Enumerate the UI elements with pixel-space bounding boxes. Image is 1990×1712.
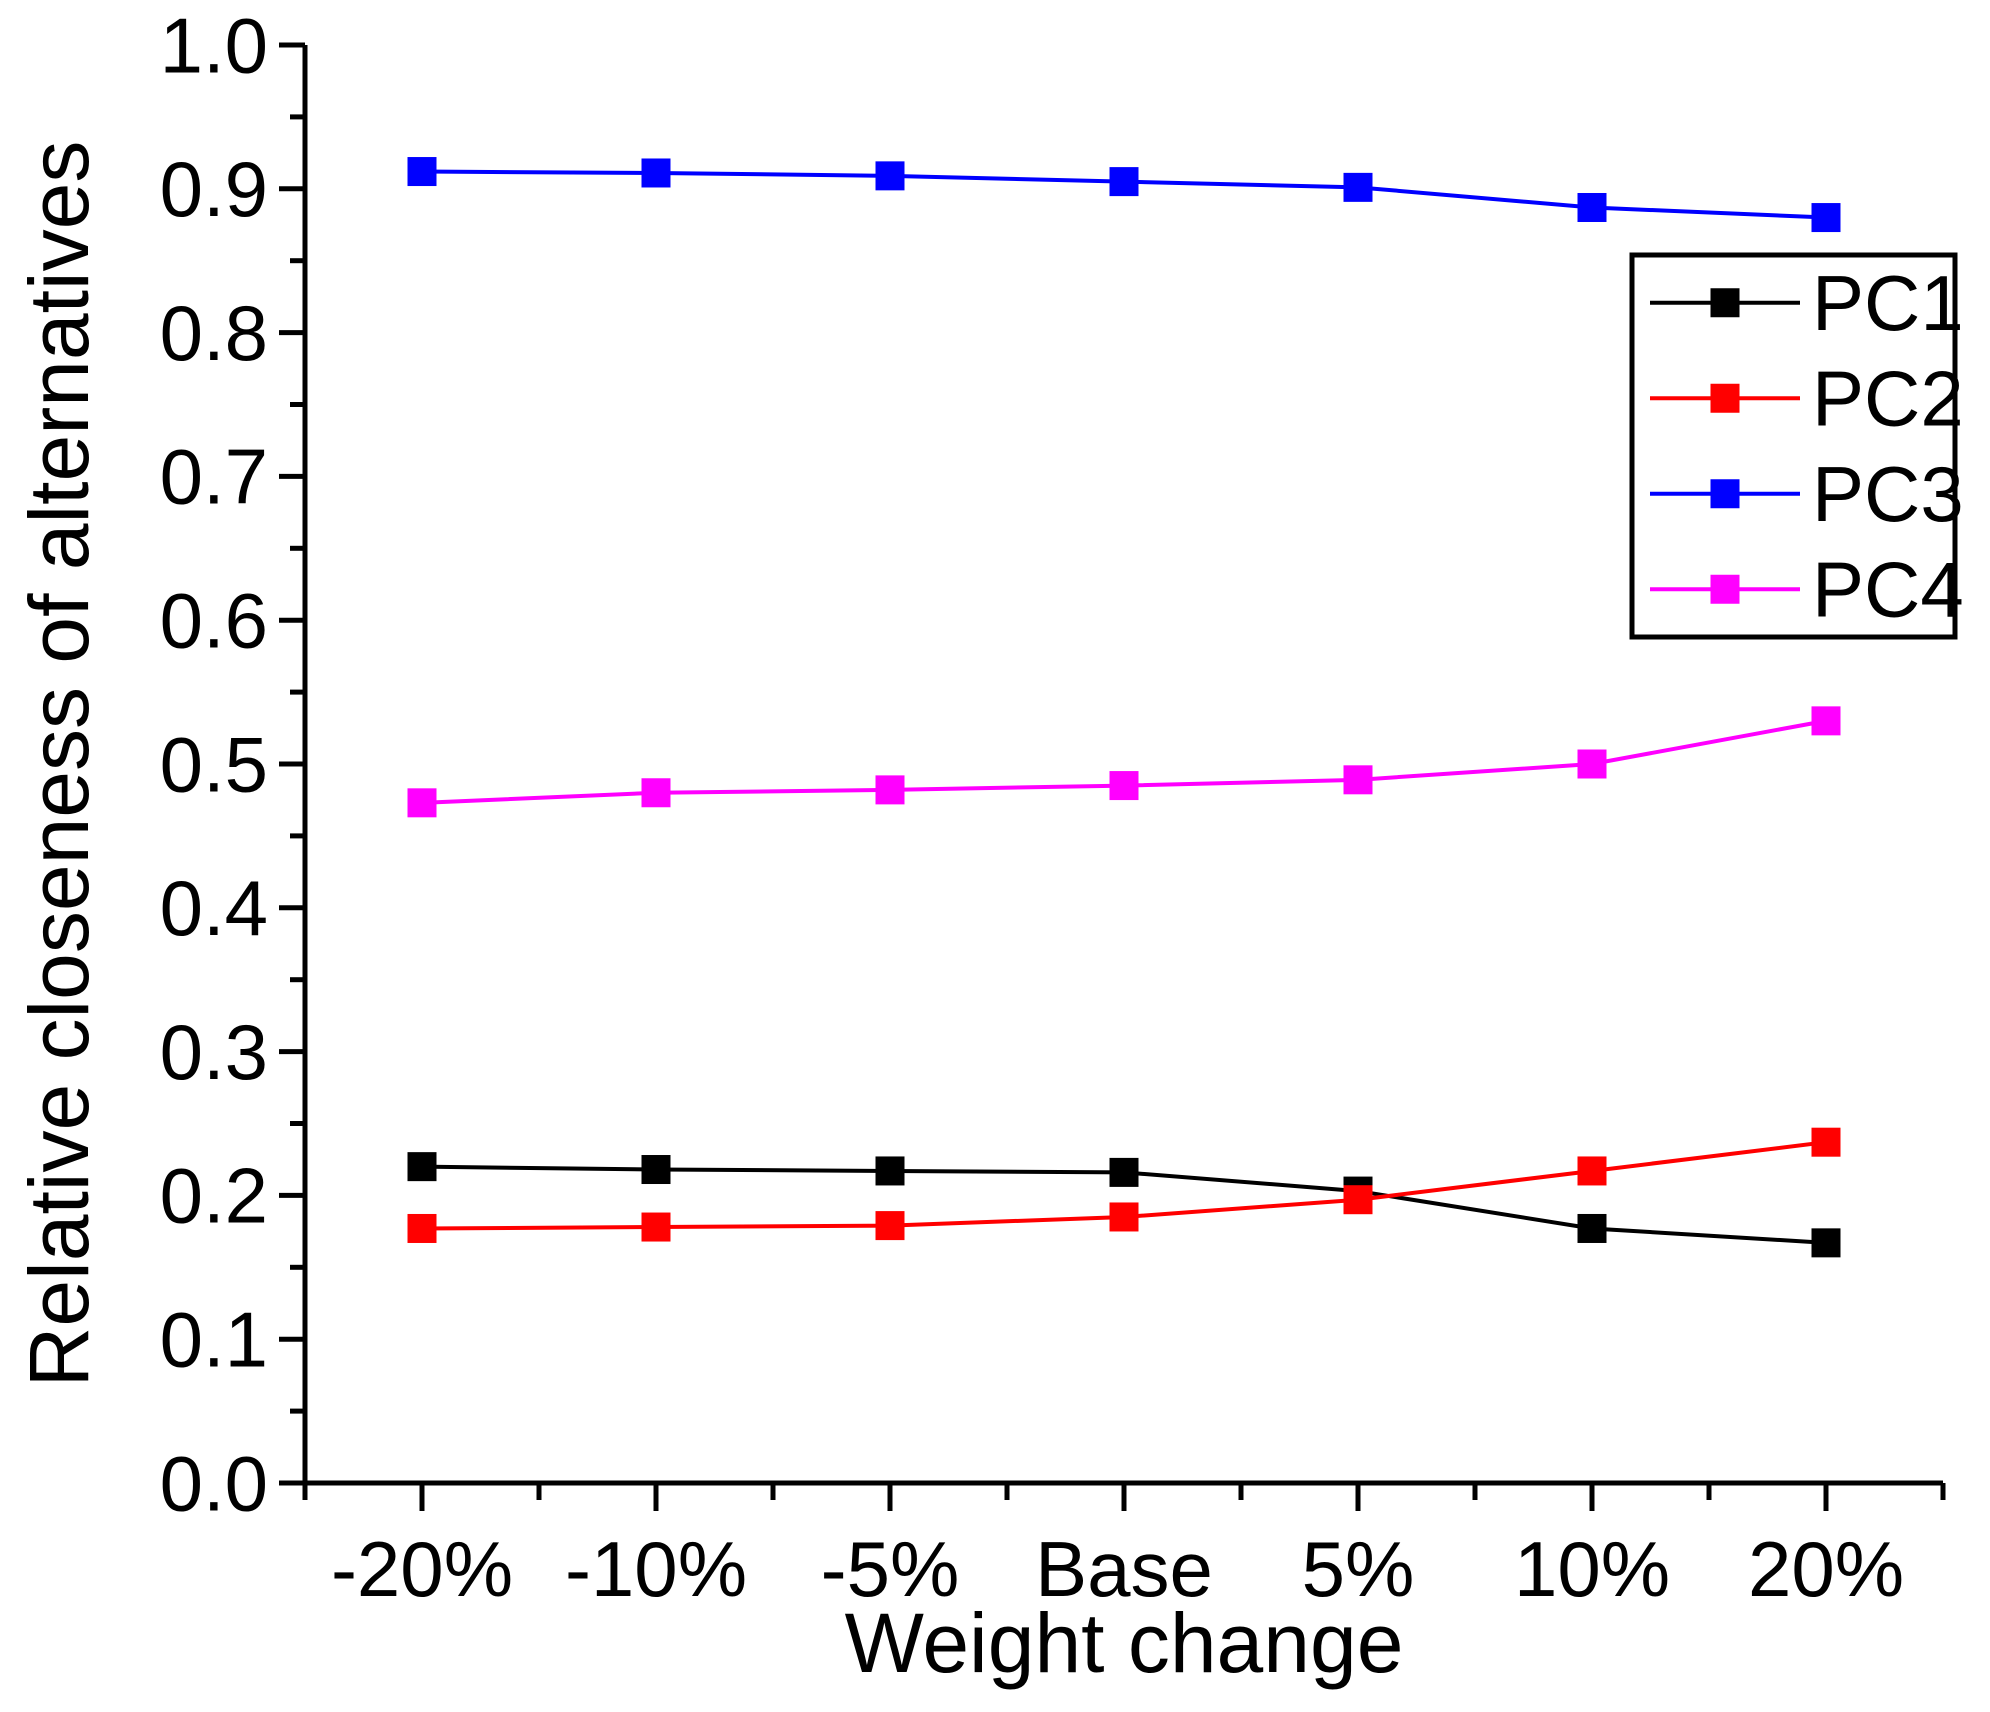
series-PC2-marker bbox=[1343, 1185, 1373, 1215]
series-PC2-marker bbox=[1577, 1156, 1607, 1186]
series-PC3-marker bbox=[641, 158, 671, 188]
x-axis-title: Weight change bbox=[845, 1596, 1404, 1690]
legend-swatch-marker bbox=[1710, 479, 1740, 509]
plot-area: 0.0 0.1 0.2 0.3 0.4 0.5 0.6 0.7 0.8 0.9 1.0 -20% -10… bbox=[160, 1, 1946, 1613]
series-PC2-marker bbox=[1109, 1202, 1139, 1232]
y-axis-title: Relative closeness of alternatives bbox=[12, 141, 106, 1388]
series-PC4-marker bbox=[875, 775, 905, 805]
y-tick-label: 0.8 bbox=[160, 289, 268, 377]
series-PC4-marker bbox=[641, 778, 671, 808]
series-PC3-marker bbox=[1577, 192, 1607, 222]
legend-label: PC4 bbox=[1812, 546, 1964, 634]
y-tick-label: 0.9 bbox=[160, 145, 268, 233]
series-PC2-marker bbox=[641, 1212, 671, 1242]
series-PC3-marker bbox=[407, 157, 437, 187]
legend-swatch-marker bbox=[1710, 288, 1740, 318]
series-PC4-marker bbox=[1343, 765, 1373, 795]
legend-label: PC1 bbox=[1812, 259, 1964, 347]
series-PC4-marker bbox=[1811, 706, 1841, 736]
x-tick-label: -5% bbox=[821, 1525, 960, 1613]
y-tick-label: 1.0 bbox=[160, 1, 268, 89]
series-PC3-marker bbox=[1343, 172, 1373, 202]
x-tick-label: 20% bbox=[1748, 1525, 1904, 1613]
x-tick-label: 5% bbox=[1302, 1525, 1415, 1613]
series-PC2-marker bbox=[407, 1213, 437, 1243]
series-PC2-marker bbox=[1811, 1127, 1841, 1157]
series-PC1-marker bbox=[1811, 1228, 1841, 1258]
x-tick-label: -10% bbox=[565, 1525, 747, 1613]
legend-label: PC3 bbox=[1812, 450, 1964, 538]
legend-item-PC3: PC3 bbox=[1650, 450, 1964, 538]
series-PC4-marker bbox=[1577, 749, 1607, 779]
y-tick-label: 0.1 bbox=[160, 1296, 268, 1384]
series-PC3-marker bbox=[1811, 203, 1841, 233]
series-PC4-marker bbox=[1109, 771, 1139, 801]
x-tick-label: 10% bbox=[1514, 1525, 1670, 1613]
legend-swatch-marker bbox=[1710, 574, 1740, 604]
series-PC4-marker bbox=[407, 788, 437, 818]
series-PC1-marker bbox=[407, 1152, 437, 1182]
series-PC1-marker bbox=[641, 1155, 671, 1185]
series-layer bbox=[407, 157, 1841, 1258]
x-tick-label: -20% bbox=[331, 1525, 513, 1613]
y-tick-label: 0.5 bbox=[160, 720, 268, 808]
legend-box bbox=[1629, 252, 1958, 640]
legend-swatch-marker bbox=[1710, 383, 1740, 413]
legend-item-PC1: PC1 bbox=[1650, 259, 1964, 347]
y-tick-label: 0.3 bbox=[160, 1008, 268, 1096]
y-tick-label: 0.2 bbox=[160, 1152, 268, 1240]
series-PC1-marker bbox=[1577, 1213, 1607, 1243]
series-PC1-marker bbox=[1109, 1157, 1139, 1187]
legend-item-PC2: PC2 bbox=[1650, 355, 1964, 443]
y-tick-label: 0.6 bbox=[160, 577, 268, 665]
legend-item-PC4: PC4 bbox=[1650, 546, 1964, 634]
series-PC2-marker bbox=[875, 1211, 905, 1241]
y-tick-label: 0.0 bbox=[160, 1439, 268, 1527]
y-tick-label: 0.7 bbox=[160, 433, 268, 521]
y-tick-label: 0.4 bbox=[160, 864, 268, 952]
series-PC1-marker bbox=[875, 1156, 905, 1186]
legend-label: PC2 bbox=[1812, 355, 1964, 443]
series-PC3-marker bbox=[1109, 167, 1139, 197]
series-PC3-marker bbox=[875, 161, 905, 191]
x-tick-label: Base bbox=[1035, 1525, 1213, 1613]
